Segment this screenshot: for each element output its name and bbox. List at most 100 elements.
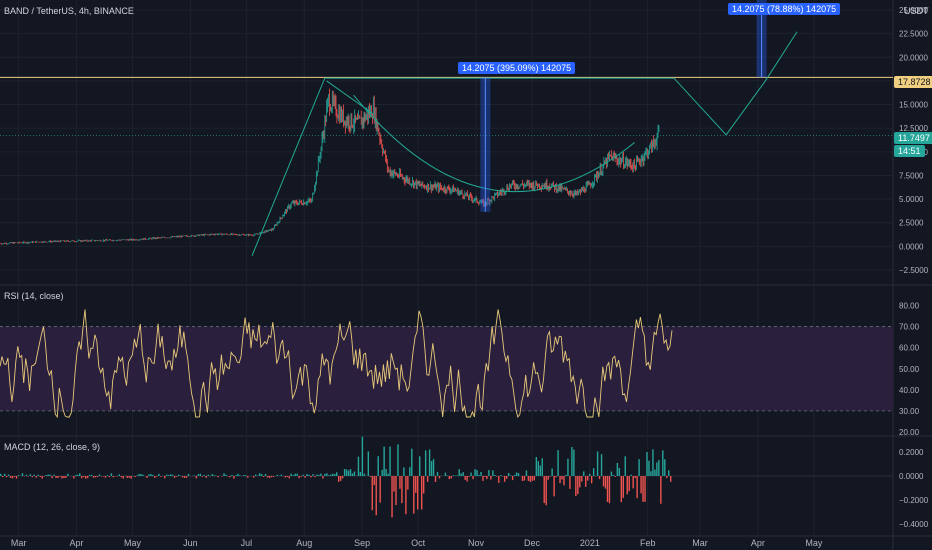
macd-bar — [436, 472, 439, 476]
macd-bar — [509, 475, 512, 476]
macd-bar — [555, 476, 557, 478]
macd-bar — [468, 476, 470, 477]
macd-bar — [626, 476, 628, 495]
macd-bar — [90, 474, 93, 476]
macd-bar — [600, 454, 603, 476]
macd-bar — [533, 476, 536, 481]
macd-bar — [608, 476, 611, 504]
macd-bar — [454, 475, 456, 476]
rsi-series — [0, 309, 893, 419]
macd-bar — [547, 476, 549, 480]
macd-bar — [173, 476, 176, 478]
macd-bar — [67, 473, 69, 476]
macd-bar — [377, 456, 379, 476]
macd-bar — [490, 476, 492, 480]
macd-bar — [399, 476, 401, 489]
macd-histogram — [0, 436, 893, 518]
macd-bar — [612, 474, 615, 476]
macd-bar — [11, 476, 14, 479]
macd-bar — [476, 470, 478, 476]
macd-bar — [181, 476, 184, 478]
macd-bar — [203, 474, 205, 476]
x-tick-label: May — [805, 538, 823, 548]
macd-bar — [148, 474, 150, 476]
macd-bar — [496, 476, 498, 477]
macd-bar — [618, 468, 621, 476]
macd-bar — [588, 473, 591, 476]
macd-bar — [478, 474, 480, 476]
rsi-tick-label: 20.00 — [899, 428, 920, 437]
macd-bar — [316, 474, 318, 476]
macd-bar — [175, 476, 178, 477]
macd-bar — [579, 476, 581, 488]
x-tick-label: Oct — [411, 538, 426, 548]
price-tick-label: 15.0000 — [899, 101, 928, 110]
macd-bar — [201, 476, 203, 477]
macd-bar — [456, 475, 458, 476]
macd-bar — [252, 476, 255, 478]
macd-bar — [118, 474, 120, 476]
macd-bar — [419, 456, 421, 476]
macd-bar — [98, 474, 101, 476]
macd-bar — [322, 476, 324, 479]
macd-bar — [168, 475, 170, 476]
macd-bar — [3, 473, 6, 476]
macd-bar — [266, 476, 269, 478]
macd-bar — [29, 474, 32, 476]
macd-bar — [401, 476, 403, 504]
macd-bar — [583, 471, 585, 476]
macd-bar — [561, 476, 563, 480]
macd-bar — [211, 474, 213, 476]
macd-bar — [474, 469, 476, 476]
macd-bar — [310, 476, 312, 478]
measure-label-2[interactable]: 14.2075 (78.88%) 142075 — [728, 3, 841, 15]
macd-bar — [37, 474, 39, 476]
macd-bar — [154, 476, 156, 478]
x-tick-label: Mar — [11, 538, 27, 548]
macd-bar — [120, 476, 122, 478]
macd-bar — [332, 473, 334, 476]
macd-bar — [258, 473, 261, 476]
macd-bar — [213, 475, 215, 476]
macd-bar — [464, 476, 466, 480]
macd-bar — [531, 476, 534, 481]
macd-bar — [140, 474, 142, 476]
axis-labels: Mar Apr May Jun Jul Aug Sep Oct Nov Dec 2021 Feb Mar… — [11, 6, 929, 548]
macd-bar — [634, 476, 636, 479]
macd-bar — [559, 476, 561, 484]
x-tick-label: Jun — [183, 538, 198, 548]
macd-bar — [585, 476, 587, 487]
x-tick-label: Sep — [354, 538, 370, 548]
macd-bar — [417, 476, 419, 510]
macd-bar — [587, 476, 589, 481]
macd-bar — [59, 476, 61, 477]
cup-curve — [353, 94, 635, 193]
macd-bar — [160, 476, 162, 477]
measure-label-1[interactable]: 14.2075 (395.09%) 142075 — [458, 62, 576, 74]
handle-line — [326, 80, 374, 115]
price-tick-label: 25.0000 — [899, 6, 928, 15]
macd-bar — [606, 476, 609, 502]
macd-bar — [61, 476, 63, 479]
macd-bar — [466, 476, 468, 482]
macd-bar — [535, 457, 538, 476]
macd-bar — [529, 476, 532, 482]
macd-bar — [1, 476, 4, 478]
macd-bar — [525, 470, 528, 476]
x-tick-label: Apr — [70, 538, 84, 548]
macd-bar — [472, 476, 474, 480]
macd-bar — [15, 476, 18, 479]
macd-bar — [0, 473, 2, 476]
macd-bar — [217, 476, 219, 478]
macd-bar — [94, 476, 97, 478]
macd-bar — [193, 475, 196, 476]
macd-bar — [622, 476, 624, 498]
macd-bar — [640, 476, 642, 494]
macd-bar — [411, 448, 413, 476]
x-tick-label: Dec — [524, 538, 541, 548]
macd-bar — [55, 476, 57, 478]
pattern-drawings[interactable] — [0, 0, 893, 257]
macd-bar — [420, 476, 423, 510]
macd-bar — [571, 446, 573, 476]
